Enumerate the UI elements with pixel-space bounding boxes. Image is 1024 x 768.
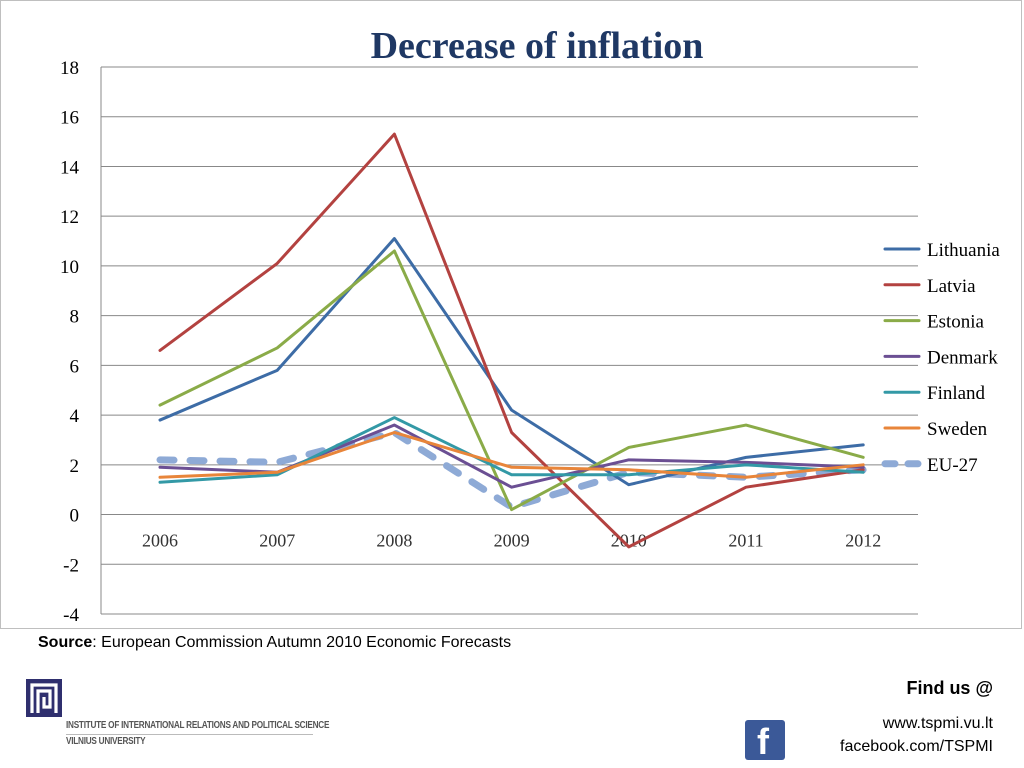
legend-label-denmark: Denmark	[927, 347, 998, 368]
inflation-chart: Decrease of inflation 18 16 14 12 10 8 6 4 2 0 -2 -4…	[60, 25, 1000, 626]
legend-label-eu-27: EU-27	[927, 455, 978, 476]
source-note: Source: European Commission Autumn 2010 …	[38, 634, 511, 652]
y-tick-label: 8	[70, 307, 80, 328]
legend-label-lithuania: Lithuania	[927, 240, 1000, 261]
y-tick-label: 4	[70, 406, 80, 427]
y-tick-label: 18	[60, 58, 79, 79]
series-line-estonia	[158, 249, 865, 512]
institute-name: INSTITUTE OF INTERNATIONAL RELATIONS AND…	[66, 718, 329, 750]
website-link[interactable]: www.tspmi.vu.lt	[882, 715, 993, 732]
x-tick-label: 2008	[376, 531, 412, 551]
series-line-eu-27	[156, 428, 867, 511]
y-tick-label: 2	[70, 456, 80, 477]
facebook-link[interactable]: facebook.com/TSPMI	[840, 738, 993, 755]
x-tick-label: 2011	[728, 531, 763, 551]
y-tick-label: -4	[63, 605, 79, 626]
y-tick-label: 14	[60, 157, 80, 178]
legend-label-sweden: Sweden	[927, 419, 988, 440]
legend-label-latvia: Latvia	[927, 276, 976, 297]
legend-label-finland: Finland	[927, 383, 986, 404]
y-tick-label: 10	[60, 257, 79, 278]
series-line-lithuania	[158, 237, 865, 487]
institute-divider	[66, 734, 313, 735]
series-line-latvia	[158, 132, 865, 549]
institute-name-line1: INSTITUTE OF INTERNATIONAL RELATIONS AND…	[66, 720, 330, 731]
x-tick-label: 2009	[494, 531, 530, 551]
institute-logo-icon	[26, 679, 62, 717]
chart-title: Decrease of inflation	[371, 25, 704, 67]
x-tick-label: 2006	[142, 531, 178, 551]
y-tick-label: 0	[70, 506, 80, 527]
x-tick-label: 2012	[845, 531, 881, 551]
institute-name-line2: VILNIUS UNIVERSITY	[66, 736, 146, 747]
y-tick-label: 6	[70, 356, 80, 377]
source-label: Source	[38, 634, 93, 651]
y-tick-label: 12	[60, 207, 79, 228]
source-text: : European Commission Autumn 2010 Econom…	[92, 634, 512, 651]
contact-links: www.tspmi.vu.lt facebook.com/TSPMI	[840, 712, 993, 758]
legend-label-estonia: Estonia	[927, 312, 985, 333]
series-line-finland	[158, 416, 865, 484]
y-tick-label: -2	[63, 555, 79, 576]
series-line-sweden	[158, 430, 865, 479]
find-us-heading: Find us @	[906, 678, 993, 698]
y-tick-label: 16	[60, 108, 79, 129]
x-tick-label: 2007	[259, 531, 295, 551]
x-tick-label: 2010	[611, 531, 647, 551]
chart-frame: Decrease of inflation 18 16 14 12 10 8 6 4 2 0 -2 -4…	[0, 0, 1022, 629]
facebook-icon[interactable]: f	[745, 720, 785, 762]
